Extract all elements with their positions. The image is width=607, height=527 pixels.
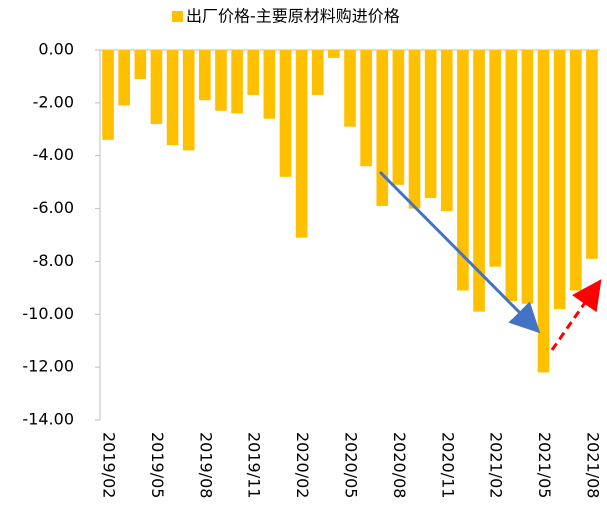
- y-tick-label: -12.00: [22, 357, 74, 376]
- bar: [118, 50, 130, 106]
- trend-arrow: [378, 170, 541, 334]
- bar: [166, 50, 179, 146]
- x-tick-label: 2021/05: [535, 432, 554, 498]
- bar: [279, 50, 292, 177]
- bar: [473, 50, 485, 312]
- y-tick-label: -6.00: [33, 198, 74, 217]
- y-tick-label: -8.00: [33, 251, 74, 270]
- y-tick-label: -14.00: [22, 410, 74, 429]
- x-tick-label: 2021/08: [583, 432, 602, 498]
- bar: [295, 50, 308, 238]
- bar: [408, 50, 421, 209]
- y-tick-label: -2.00: [33, 92, 74, 111]
- x-tick-label: 2019/11: [245, 432, 264, 498]
- bar: [392, 50, 405, 185]
- bar: [150, 50, 163, 124]
- bar: [537, 50, 550, 373]
- bar: [489, 50, 501, 267]
- bar: [553, 50, 566, 309]
- bar: [570, 50, 582, 291]
- bar: [505, 50, 518, 302]
- legend-swatch: [172, 11, 183, 22]
- bar: [134, 50, 147, 80]
- y-tick-label: 0.00: [38, 40, 74, 59]
- x-tick-label: 2019/08: [196, 432, 215, 498]
- trend-arrow: [550, 279, 602, 351]
- bar: [247, 50, 260, 95]
- bar: [231, 50, 243, 114]
- bar: [263, 50, 276, 119]
- x-tick-label: 2019/05: [148, 432, 167, 498]
- bar: [376, 50, 389, 206]
- x-tick-label: 2021/02: [487, 432, 506, 498]
- bar: [328, 50, 340, 58]
- bar: [521, 50, 534, 304]
- x-tick-label: 2020/05: [342, 432, 361, 498]
- x-tick-label: 2020/11: [438, 432, 457, 498]
- bar: [182, 50, 195, 151]
- bar: [424, 50, 437, 198]
- bar: [199, 50, 211, 101]
- bar: [457, 50, 469, 291]
- bar: [440, 50, 453, 212]
- x-tick-label: 2019/02: [100, 432, 119, 498]
- x-tick-label: 2020/08: [390, 432, 409, 498]
- x-tick-label: 2020/02: [293, 432, 312, 498]
- y-tick-label: -10.00: [22, 304, 74, 323]
- bar: [311, 50, 324, 95]
- bar: [102, 50, 114, 140]
- legend-label: 出厂价格-主要原材料购进价格: [186, 7, 400, 26]
- bar: [344, 50, 356, 127]
- bar: [586, 50, 598, 259]
- bar: [360, 50, 372, 167]
- y-tick-label: -4.00: [33, 145, 74, 164]
- bar: [215, 50, 227, 111]
